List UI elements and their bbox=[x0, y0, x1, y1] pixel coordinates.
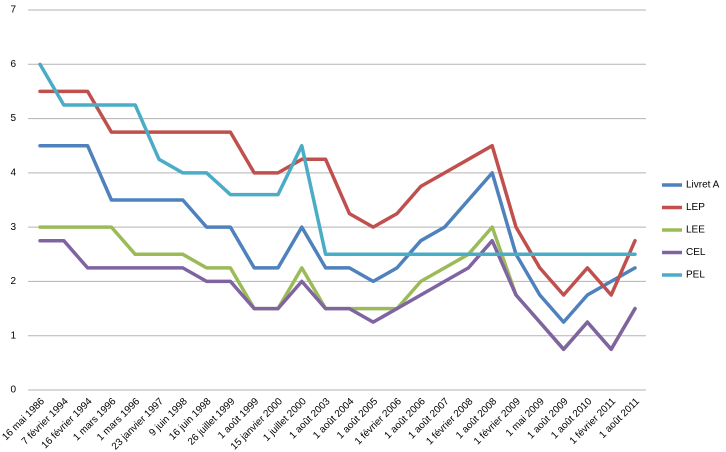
y-tick-label: 7 bbox=[10, 5, 16, 16]
y-tick-label: 2 bbox=[10, 276, 16, 287]
legend-label: CEL bbox=[686, 247, 706, 258]
y-tick-label: 5 bbox=[10, 113, 16, 124]
y-tick-label: 6 bbox=[10, 59, 16, 70]
legend-label: LEE bbox=[686, 225, 705, 236]
y-tick-label: 0 bbox=[10, 385, 16, 396]
y-tick-label: 4 bbox=[10, 167, 16, 178]
y-tick-label: 3 bbox=[10, 222, 16, 233]
y-tick-label: 1 bbox=[10, 330, 16, 341]
legend-label: LEP bbox=[686, 202, 705, 213]
series-line bbox=[38, 143, 637, 324]
series-line bbox=[38, 89, 637, 297]
series-line bbox=[38, 62, 637, 257]
legend-label: PEL bbox=[686, 270, 705, 281]
legend-label: Livret A bbox=[686, 180, 720, 191]
series-line bbox=[38, 238, 637, 352]
